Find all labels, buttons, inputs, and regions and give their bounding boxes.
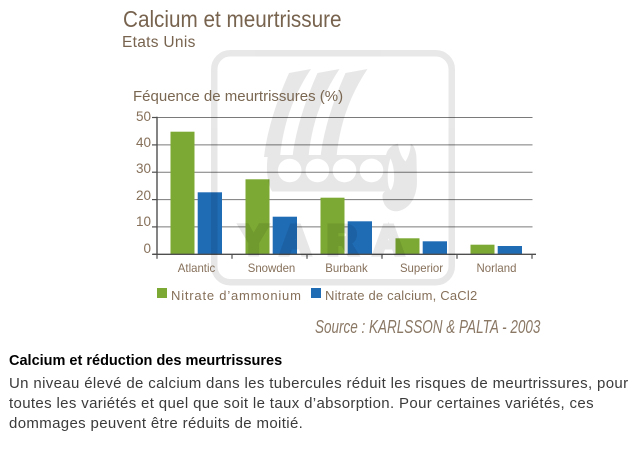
svg-text:YARA: YARA	[240, 217, 420, 263]
